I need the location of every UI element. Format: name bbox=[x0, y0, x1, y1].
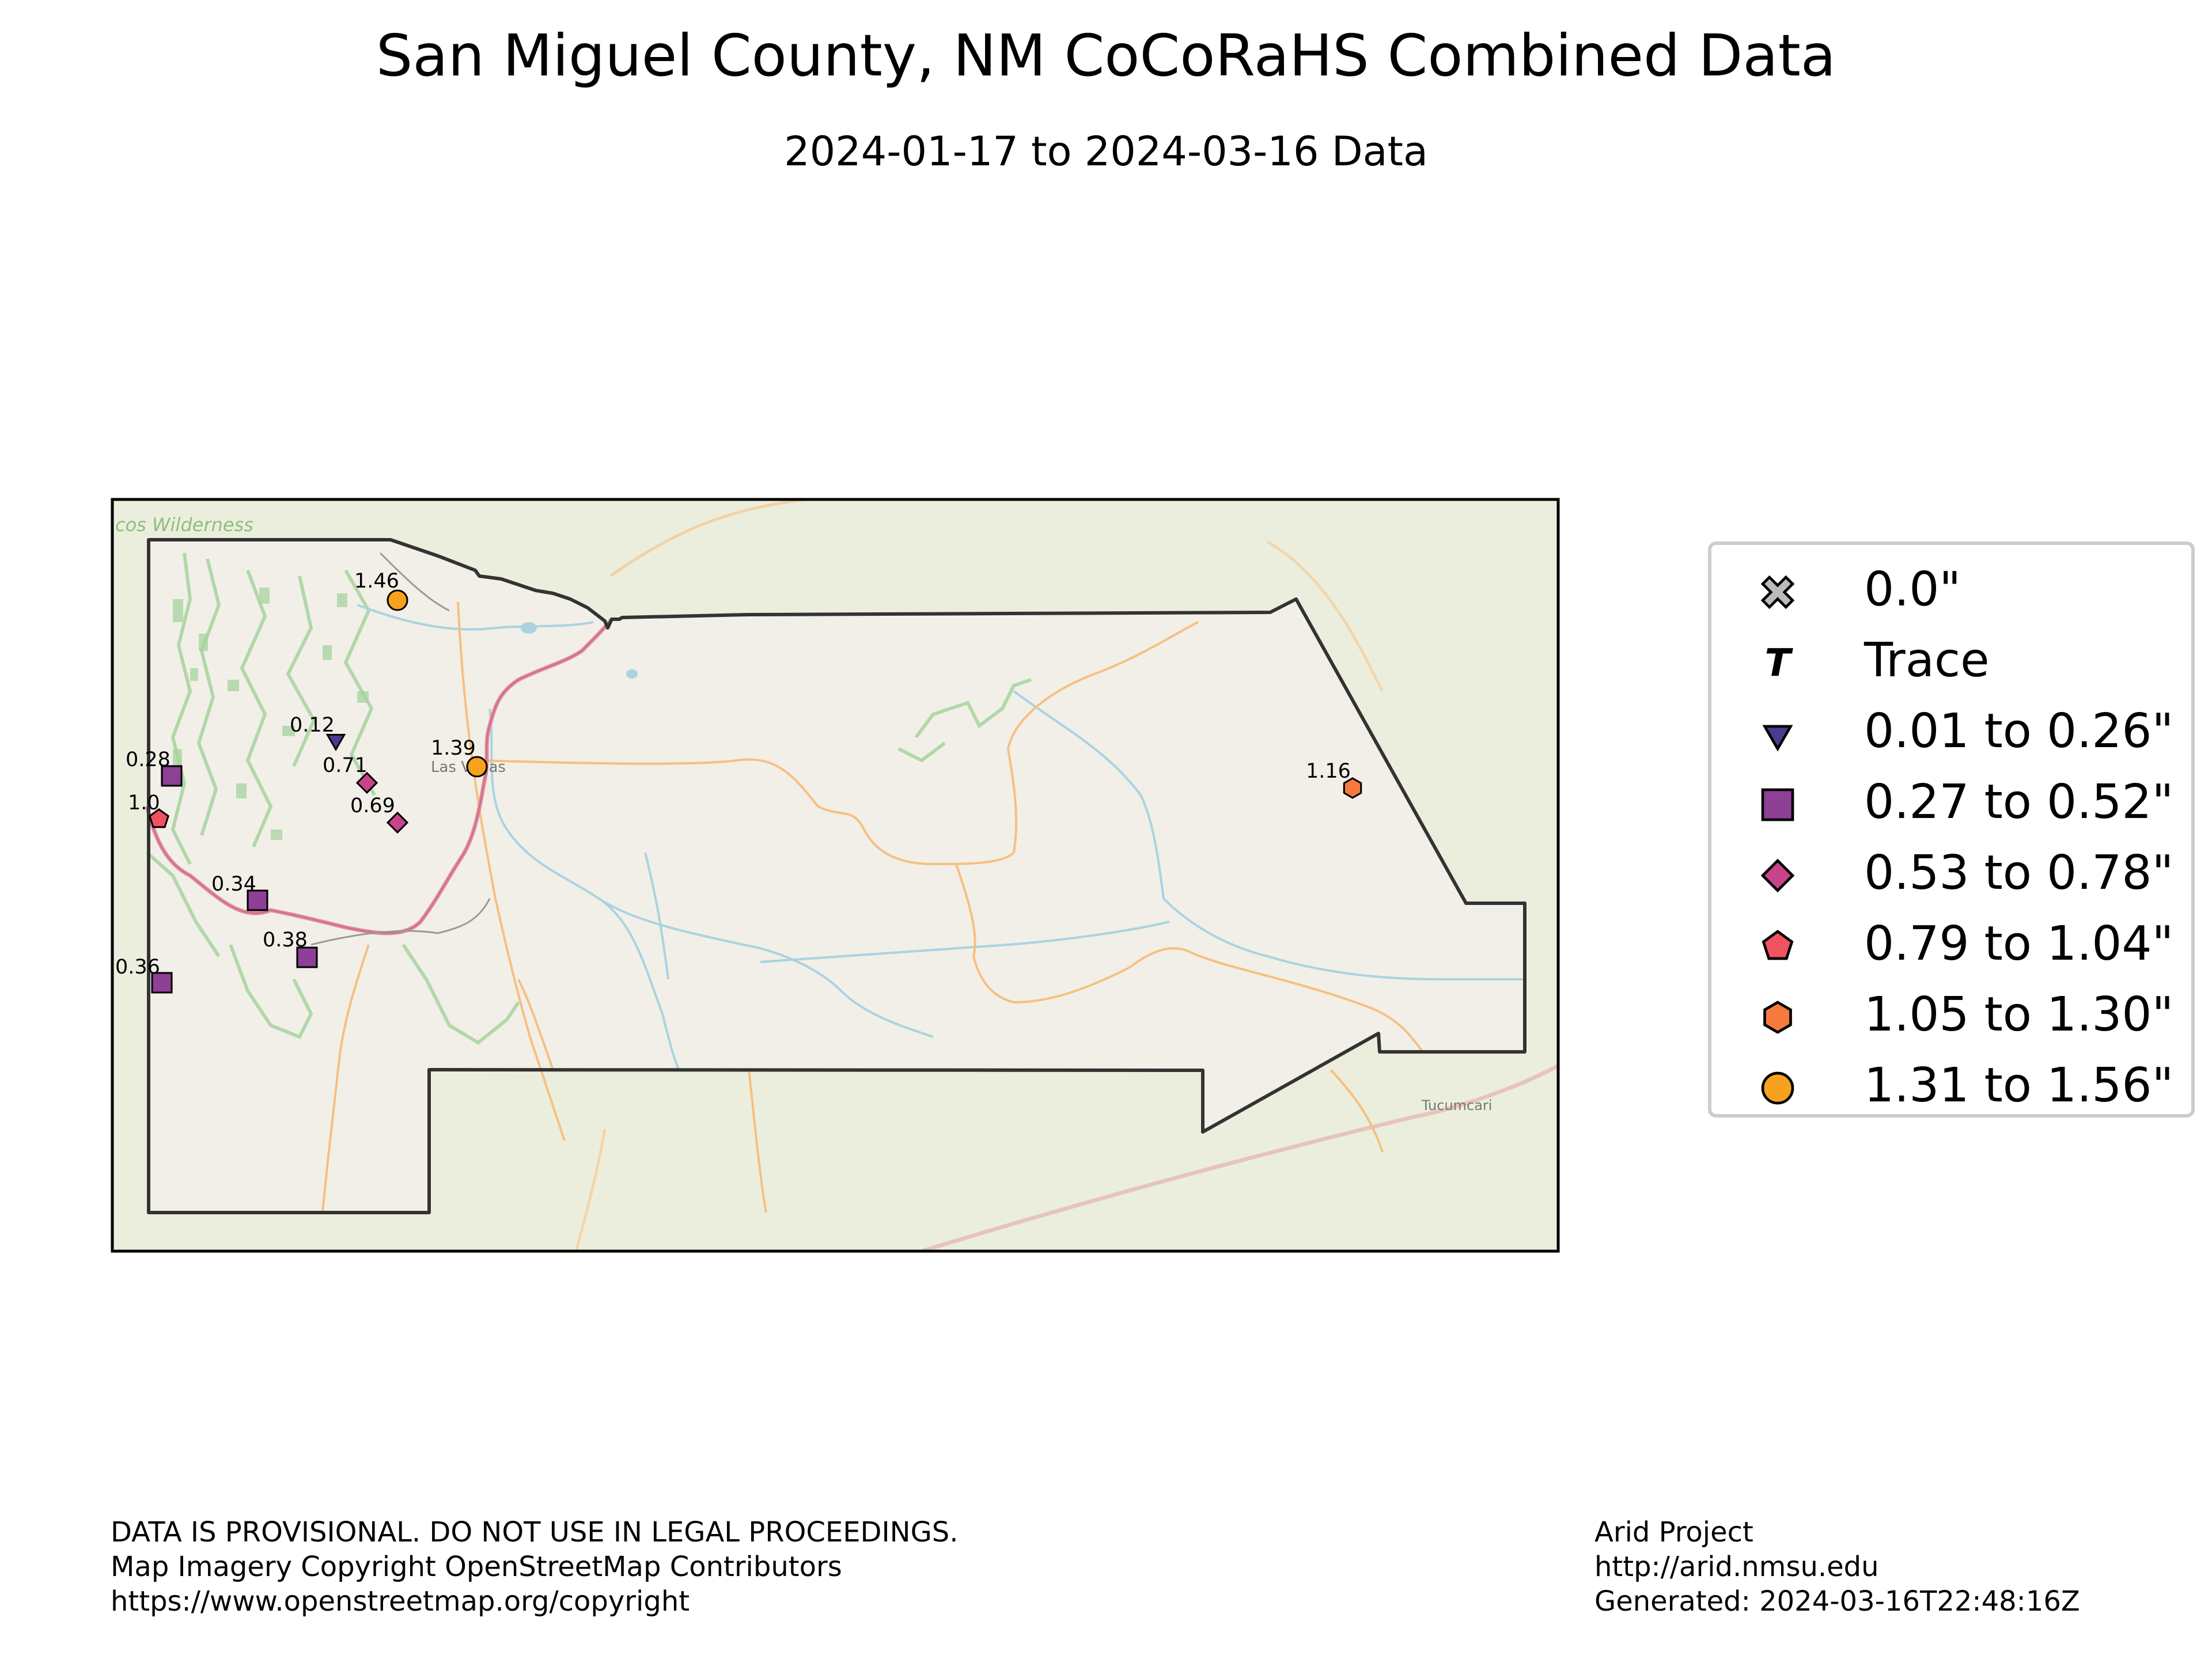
footer-left: DATA IS PROVISIONAL. DO NOT USE IN LEGAL… bbox=[111, 1515, 959, 1619]
disclaimer-text: DATA IS PROVISIONAL. DO NOT USE IN LEGAL… bbox=[111, 1516, 959, 1548]
map-title: San Miguel County, NM CoCoRaHS Combined … bbox=[376, 22, 1836, 89]
station-marker[interactable]: 0.71 bbox=[323, 754, 378, 794]
legend-label: 0.79 to 1.04" bbox=[1864, 916, 2174, 971]
interstate-road-casing bbox=[146, 619, 612, 934]
station-value-label: 1.39 bbox=[431, 737, 476, 760]
legend-item: T Trace bbox=[1711, 627, 2191, 696]
road-major bbox=[921, 1063, 1558, 1251]
svg-text:T: T bbox=[1764, 641, 1793, 685]
legend-label: 0.53 to 0.78" bbox=[1864, 846, 2174, 900]
road-minor bbox=[1266, 540, 1384, 692]
legend-label: 0.01 to 0.26" bbox=[1864, 704, 2174, 759]
legend-item: 0.53 to 0.78" bbox=[1711, 840, 2191, 909]
station-marker[interactable]: 0.69 bbox=[350, 794, 409, 834]
lake bbox=[626, 669, 638, 679]
copyright-text: Map Imagery Copyright OpenStreetMap Cont… bbox=[111, 1551, 842, 1583]
station-marker[interactable]: 0.34 bbox=[211, 873, 268, 911]
station-value-label: 0.69 bbox=[350, 794, 395, 817]
square-icon bbox=[1761, 788, 1794, 821]
legend: 0.0" T Trace 0.01 to 0.26" 0.27 to 0.52" 0.53… bbox=[1708, 541, 2195, 1118]
legend-label: 1.31 to 1.56" bbox=[1864, 1058, 2174, 1113]
station-value-label: 0.28 bbox=[126, 748, 171, 771]
station-marker[interactable]: 0.28 bbox=[126, 748, 183, 787]
station-value-label: 0.38 bbox=[263, 929, 308, 952]
legend-item: 1.31 to 1.56" bbox=[1711, 1052, 2191, 1122]
x-icon bbox=[1760, 575, 1795, 609]
diamond-icon bbox=[386, 811, 409, 834]
station-value-label: 1.46 bbox=[354, 570, 399, 593]
minor-roads bbox=[321, 601, 1424, 1213]
station-marker[interactable]: 0.38 bbox=[263, 929, 318, 968]
station-value-label: 0.71 bbox=[323, 754, 368, 777]
square-icon bbox=[151, 972, 173, 994]
county-outline bbox=[149, 540, 1525, 1213]
legend-label: 0.0" bbox=[1864, 562, 1961, 617]
town-label-tucumcari: Tucumcari bbox=[1421, 1097, 1492, 1113]
legend-label: Trace bbox=[1864, 633, 1990, 688]
copyright-url[interactable]: https://www.openstreetmap.org/copyright bbox=[111, 1585, 690, 1618]
diamond-icon bbox=[1760, 858, 1795, 893]
forest-areas bbox=[146, 552, 1032, 1045]
hexagon-icon bbox=[1343, 777, 1362, 799]
circle-icon bbox=[387, 589, 408, 611]
station-value-label: 1.0 bbox=[128, 791, 160, 815]
station-value-label: 0.36 bbox=[115, 956, 160, 979]
pentagon-icon bbox=[1762, 930, 1794, 960]
station-marker[interactable]: 1.46 bbox=[354, 570, 408, 611]
station-marker[interactable]: 1.0 bbox=[128, 791, 169, 828]
county-boundary bbox=[147, 538, 1527, 1214]
road-gray bbox=[379, 552, 450, 612]
circle-icon bbox=[466, 756, 488, 778]
station-value-label: 0.34 bbox=[211, 873, 256, 896]
square-icon bbox=[247, 889, 268, 911]
rivers bbox=[357, 604, 1525, 1072]
wilderness-label: cos Wilderness bbox=[115, 514, 253, 536]
legend-item: 0.0" bbox=[1711, 556, 2191, 626]
legend-item: 0.27 to 0.52" bbox=[1711, 769, 2191, 838]
legend-item: 1.05 to 1.30" bbox=[1711, 982, 2191, 1051]
circle-icon bbox=[1761, 1071, 1794, 1105]
station-value-label: 0.12 bbox=[290, 714, 335, 737]
map-frame bbox=[111, 498, 1560, 1253]
map-subtitle: 2024-01-17 to 2024-03-16 Data bbox=[784, 128, 1428, 175]
lake bbox=[521, 622, 537, 634]
diamond-icon bbox=[355, 771, 378, 794]
legend-item: 0.01 to 0.26" bbox=[1711, 698, 2191, 767]
trace-t-icon: T bbox=[1764, 641, 1793, 685]
legend-label: 0.27 to 0.52" bbox=[1864, 775, 2174, 830]
triangle-down-icon bbox=[1762, 725, 1793, 752]
station-marker[interactable]: 1.16 bbox=[1306, 760, 1362, 799]
forest-patches bbox=[173, 588, 369, 840]
square-icon bbox=[161, 765, 183, 787]
road-minor bbox=[574, 1128, 607, 1251]
station-marker[interactable]: 0.12 bbox=[290, 714, 346, 752]
road-minor bbox=[609, 499, 807, 578]
station-value-label: 1.16 bbox=[1306, 760, 1351, 783]
road-gray bbox=[310, 898, 491, 946]
station-markers: 1.46 0.12 1.39 0.28 0.71 0.69 1.0 1.16 0.34 0.38 0… bbox=[115, 570, 1362, 994]
project-name: Arid Project bbox=[1594, 1516, 1753, 1548]
hexagon-icon bbox=[1763, 1001, 1792, 1034]
station-marker[interactable]: 1.39 bbox=[431, 737, 488, 778]
square-icon bbox=[296, 946, 318, 968]
legend-item: 0.79 to 1.04" bbox=[1711, 911, 2191, 980]
generated-timestamp: Generated: 2024-03-16T22:48:16Z bbox=[1594, 1585, 2080, 1618]
footer-right: Arid Project http://arid.nmsu.edu Genera… bbox=[1594, 1515, 2080, 1619]
legend-label: 1.05 to 1.30" bbox=[1864, 987, 2174, 1042]
triangle-down-icon bbox=[325, 733, 346, 752]
project-url[interactable]: http://arid.nmsu.edu bbox=[1594, 1551, 1879, 1583]
station-marker[interactable]: 0.36 bbox=[115, 956, 173, 994]
pentagon-icon bbox=[149, 808, 169, 828]
